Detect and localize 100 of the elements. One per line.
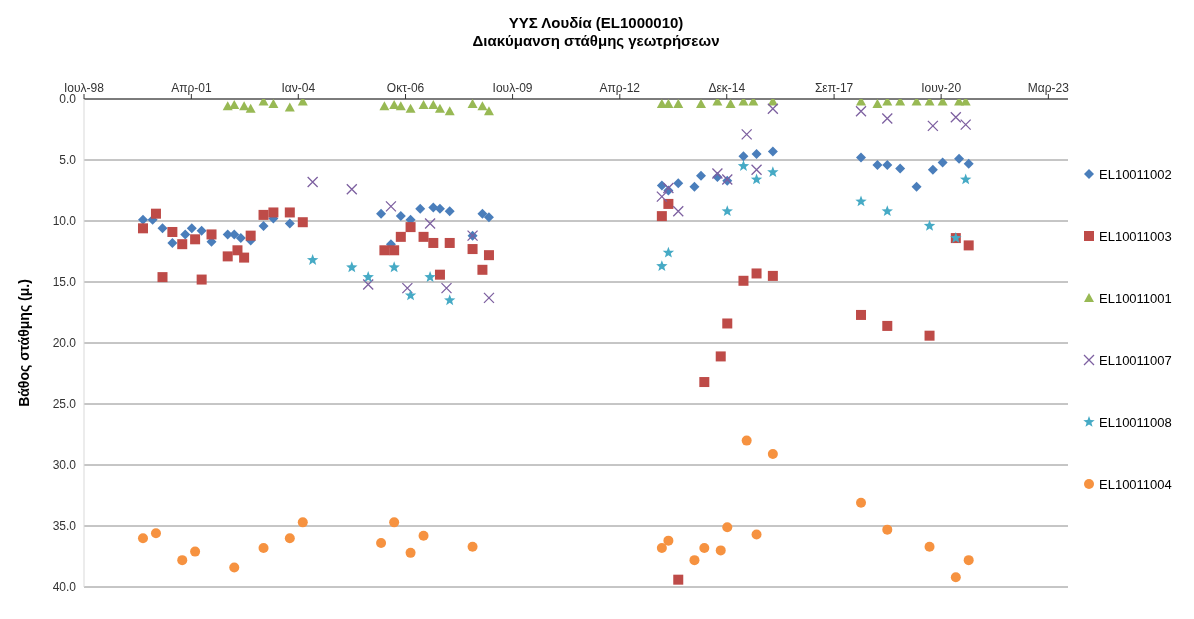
point: [663, 535, 674, 546]
point: [856, 497, 867, 508]
point: [395, 211, 406, 222]
point: [258, 209, 269, 220]
point: [157, 272, 168, 283]
point: [699, 542, 710, 553]
point: [950, 572, 961, 583]
y-tick-label: 10.0: [52, 214, 77, 229]
point: [434, 103, 445, 113]
point: [180, 229, 191, 240]
legend-label: EL10011001: [1099, 290, 1172, 306]
point: [715, 351, 726, 362]
point: [960, 118, 972, 131]
point: [673, 574, 684, 585]
point: [440, 282, 453, 294]
point: [751, 529, 762, 540]
point: [855, 195, 867, 207]
point: [196, 274, 207, 285]
point: [245, 230, 256, 241]
point: [190, 234, 201, 245]
point: [389, 245, 400, 256]
point: [401, 282, 413, 294]
point: [150, 208, 161, 219]
point: [444, 294, 456, 306]
point: [404, 289, 417, 301]
point: [689, 181, 700, 192]
point: [434, 269, 445, 280]
point: [167, 226, 178, 237]
point: [924, 330, 935, 341]
point: [895, 163, 906, 174]
point: [699, 377, 710, 388]
x-tick-label: Οκτ-06: [386, 81, 425, 95]
point: [177, 239, 188, 250]
point: [388, 261, 400, 273]
point: [395, 231, 406, 242]
point: [882, 159, 893, 170]
point: [186, 223, 197, 234]
point: [405, 222, 416, 233]
point: [235, 233, 246, 244]
point: [738, 151, 749, 162]
point: [662, 246, 675, 258]
legend-label: EL10011003: [1099, 228, 1172, 244]
legend-label: EL10011002: [1099, 166, 1172, 182]
point: [750, 164, 763, 176]
point: [950, 111, 962, 123]
point: [222, 251, 233, 262]
chart-title: ΥΥΣ Λουδία (EL1000010): [507, 14, 685, 32]
point: [656, 190, 668, 203]
point: [284, 102, 295, 112]
point: [428, 202, 439, 213]
point: [963, 240, 974, 251]
x-tick-label: Δεκ-14: [708, 81, 746, 95]
point: [715, 545, 726, 556]
point: [379, 245, 390, 256]
point: [258, 542, 269, 553]
point: [177, 555, 188, 566]
legend-label: EL10011007: [1099, 352, 1172, 368]
point: [855, 105, 867, 117]
point: [137, 223, 148, 234]
point: [963, 555, 974, 566]
point: [232, 245, 243, 256]
point: [923, 219, 936, 231]
x-tick-label: Απρ-12: [599, 81, 641, 95]
point: [424, 271, 436, 282]
point: [477, 264, 488, 275]
point: [741, 435, 752, 446]
point: [284, 533, 295, 544]
point: [721, 205, 733, 217]
point: [150, 528, 161, 539]
x-tick-label: Ιουν-20: [921, 81, 962, 95]
point: [405, 547, 416, 558]
point: [924, 541, 935, 552]
point: [483, 106, 494, 116]
point: [297, 217, 308, 228]
x-tick-label: Ιουλ-98: [64, 81, 105, 95]
point: [477, 101, 488, 111]
point: [268, 207, 279, 218]
point: [467, 99, 478, 108]
point: [673, 178, 684, 189]
point: [206, 229, 217, 240]
point: [725, 99, 736, 108]
point: [284, 207, 295, 218]
point: [751, 148, 762, 159]
point: [927, 120, 939, 132]
point: [385, 200, 397, 213]
y-axis-title: Βάθος στάθμης (μ.): [16, 279, 32, 407]
point: [258, 220, 269, 231]
point: [444, 206, 455, 217]
point: [415, 203, 426, 214]
point: [673, 99, 684, 108]
point: [856, 309, 867, 320]
point: [428, 100, 439, 110]
point: [306, 254, 319, 265]
point: [157, 223, 168, 234]
point: [483, 292, 495, 304]
y-tick-label: 0.0: [59, 92, 77, 107]
point: [190, 546, 201, 557]
point: [444, 106, 455, 116]
point: [239, 252, 250, 263]
point: [418, 100, 429, 110]
